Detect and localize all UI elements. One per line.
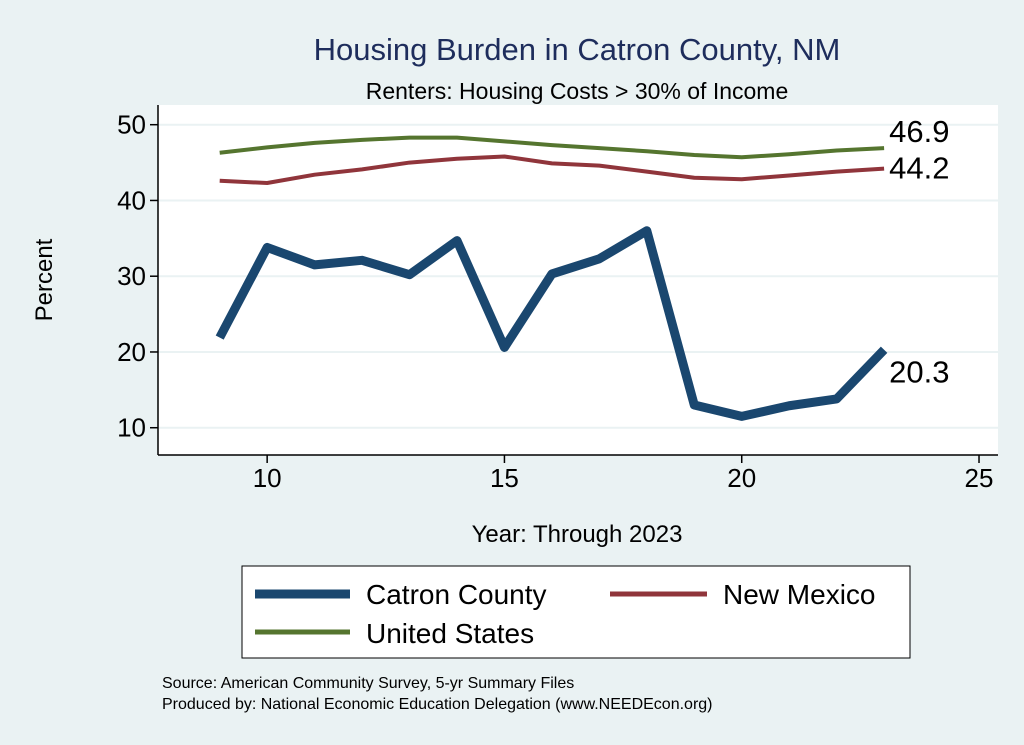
y-tick-label: 40	[117, 185, 146, 215]
end-value-label: 44.2	[889, 151, 949, 186]
chart-title: Housing Burden in Catron County, NM	[314, 32, 841, 67]
legend: Catron County New Mexico United States	[241, 565, 911, 659]
end-value-label: 46.9	[889, 114, 949, 149]
y-tick-label: 50	[117, 110, 146, 140]
x-tick-label: 20	[727, 463, 756, 493]
x-tick-label: 15	[490, 463, 519, 493]
source-note: Source: American Community Survey, 5-yr …	[162, 675, 574, 692]
series-line-united-states	[219, 135, 885, 160]
x-tick-label: 10	[253, 463, 282, 493]
end-value-label: 20.3	[889, 355, 949, 390]
y-tick-label: 20	[117, 337, 146, 367]
y-tick-label: 10	[117, 413, 146, 443]
x-axis-label: Year: Through 2023	[472, 521, 683, 548]
chart-subtitle: Renters: Housing Costs > 30% of Income	[366, 78, 789, 104]
producer-note: Produced by: National Economic Education…	[162, 696, 713, 713]
legend-label-catron: Catron County	[366, 579, 547, 610]
y-tick-label: 30	[117, 261, 146, 291]
y-axis-label: Percent	[31, 238, 58, 321]
x-tick-label: 25	[965, 463, 994, 493]
legend-label-us: United States	[366, 618, 534, 649]
series-line-catron-county	[215, 226, 888, 421]
series-line-new-mexico	[219, 154, 885, 186]
plot-area	[158, 105, 998, 455]
legend-label-nm: New Mexico	[723, 579, 875, 610]
